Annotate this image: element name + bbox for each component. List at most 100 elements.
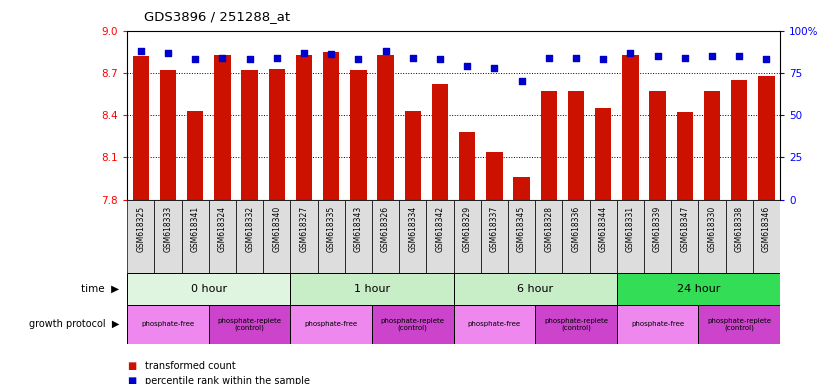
Bar	[540, 91, 557, 200]
FancyBboxPatch shape	[453, 200, 481, 273]
FancyBboxPatch shape	[562, 200, 589, 273]
FancyBboxPatch shape	[236, 200, 264, 273]
Text: phosphate-free: phosphate-free	[305, 321, 358, 328]
FancyBboxPatch shape	[318, 200, 345, 273]
Bar	[677, 113, 693, 200]
Text: time  ▶: time ▶	[81, 284, 119, 294]
Text: phosphate-free: phosphate-free	[468, 321, 521, 328]
Text: GSM618346: GSM618346	[762, 205, 771, 252]
FancyBboxPatch shape	[453, 273, 617, 305]
Point	[406, 55, 420, 61]
Point	[162, 50, 175, 56]
Text: GSM618341: GSM618341	[190, 205, 200, 252]
Bar	[296, 55, 312, 200]
Bar	[268, 69, 285, 200]
Bar	[731, 80, 747, 200]
Bar	[513, 177, 530, 200]
FancyBboxPatch shape	[127, 273, 291, 305]
Text: GSM618327: GSM618327	[300, 205, 309, 252]
FancyBboxPatch shape	[209, 200, 236, 273]
Point	[189, 56, 202, 63]
FancyBboxPatch shape	[264, 200, 291, 273]
Point	[597, 56, 610, 63]
Bar	[133, 56, 149, 200]
Bar	[622, 55, 639, 200]
Point	[705, 53, 718, 59]
Text: GSM618333: GSM618333	[163, 205, 172, 252]
Point	[570, 55, 583, 61]
Text: percentile rank within the sample: percentile rank within the sample	[145, 376, 310, 384]
Bar	[759, 76, 774, 200]
Bar	[323, 52, 339, 200]
Point	[461, 63, 474, 69]
Text: 6 hour: 6 hour	[517, 284, 553, 294]
Text: GSM618339: GSM618339	[653, 205, 662, 252]
FancyBboxPatch shape	[372, 305, 453, 344]
Text: GSM618343: GSM618343	[354, 205, 363, 252]
Point	[135, 48, 148, 54]
FancyBboxPatch shape	[154, 200, 181, 273]
Text: 0 hour: 0 hour	[190, 284, 227, 294]
Text: GSM618328: GSM618328	[544, 205, 553, 252]
Point	[324, 51, 337, 58]
Text: GSM618335: GSM618335	[327, 205, 336, 252]
Text: GSM618342: GSM618342	[435, 205, 444, 252]
FancyBboxPatch shape	[181, 200, 209, 273]
Point	[759, 56, 773, 63]
Bar	[351, 70, 367, 200]
FancyBboxPatch shape	[699, 305, 780, 344]
Text: GDS3896 / 251288_at: GDS3896 / 251288_at	[144, 10, 290, 23]
Bar	[160, 70, 177, 200]
Point	[243, 56, 256, 63]
FancyBboxPatch shape	[372, 200, 399, 273]
FancyBboxPatch shape	[127, 305, 209, 344]
FancyBboxPatch shape	[644, 200, 672, 273]
Text: transformed count: transformed count	[145, 361, 236, 371]
FancyBboxPatch shape	[481, 200, 508, 273]
Point	[270, 55, 283, 61]
FancyBboxPatch shape	[453, 305, 535, 344]
Bar	[704, 91, 720, 200]
Text: phosphate-replete
(control): phosphate-replete (control)	[218, 318, 282, 331]
Bar	[187, 111, 204, 200]
FancyBboxPatch shape	[209, 305, 291, 344]
Text: GSM618325: GSM618325	[136, 205, 145, 252]
Bar	[405, 111, 421, 200]
Point	[732, 53, 745, 59]
FancyBboxPatch shape	[345, 200, 372, 273]
FancyBboxPatch shape	[535, 200, 562, 273]
FancyBboxPatch shape	[726, 200, 753, 273]
Point	[216, 55, 229, 61]
Point	[297, 50, 310, 56]
FancyBboxPatch shape	[291, 200, 318, 273]
Text: GSM618330: GSM618330	[708, 205, 717, 252]
Text: ■: ■	[127, 361, 136, 371]
Point	[488, 65, 501, 71]
Text: GSM618326: GSM618326	[381, 205, 390, 252]
FancyBboxPatch shape	[291, 305, 372, 344]
Bar	[241, 70, 258, 200]
Text: GSM618331: GSM618331	[626, 205, 635, 252]
Bar	[378, 55, 394, 200]
Text: phosphate-free: phosphate-free	[141, 321, 195, 328]
Text: 1 hour: 1 hour	[354, 284, 390, 294]
FancyBboxPatch shape	[617, 273, 780, 305]
Text: GSM618336: GSM618336	[571, 205, 580, 252]
FancyBboxPatch shape	[672, 200, 699, 273]
Point	[624, 50, 637, 56]
Bar	[595, 108, 612, 200]
FancyBboxPatch shape	[127, 200, 154, 273]
Text: phosphate-free: phosphate-free	[631, 321, 684, 328]
Point	[678, 55, 691, 61]
Text: GSM618334: GSM618334	[408, 205, 417, 252]
Text: growth protocol  ▶: growth protocol ▶	[29, 319, 119, 329]
FancyBboxPatch shape	[399, 200, 426, 273]
Text: GSM618332: GSM618332	[245, 205, 255, 252]
Text: phosphate-replete
(control): phosphate-replete (control)	[544, 318, 608, 331]
Text: GSM618324: GSM618324	[218, 205, 227, 252]
Text: GSM618347: GSM618347	[681, 205, 690, 252]
Text: GSM618345: GSM618345	[517, 205, 526, 252]
Text: GSM618329: GSM618329	[463, 205, 472, 252]
Bar	[486, 152, 502, 200]
FancyBboxPatch shape	[535, 305, 617, 344]
